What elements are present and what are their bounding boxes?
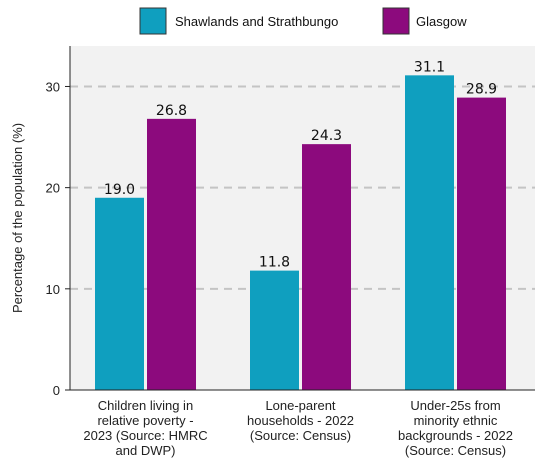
bar-value-label: 26.8 [156, 103, 187, 119]
legend: Shawlands and Strathbungo Glasgow [139, 7, 467, 35]
bar-glasgow [457, 97, 506, 390]
legend-label-shawlands: Shawlands and Strathbungo [175, 14, 338, 29]
x-tick-label: Lone-parent households - 2022 (Source: Cen… [247, 398, 354, 443]
bar-value-label: 11.8 [259, 255, 290, 271]
bar-glasgow [147, 118, 196, 391]
y-tick-label: 10 [46, 282, 60, 297]
x-tick-label: Under-25s from minority ethnic backgrounds… [398, 398, 513, 458]
bar-shawlands [250, 270, 299, 390]
y-tick-label: 0 [53, 383, 60, 398]
y-axis-title: Percentage of the population (%) [10, 123, 25, 313]
bar-value-label: 28.9 [466, 82, 497, 98]
bar-value-label: 19.0 [104, 182, 135, 198]
bar-labels: 19.0 26.8 11.8 24.3 31.1 28.9 [104, 59, 497, 270]
bar-value-label: 31.1 [414, 59, 445, 75]
bar-shawlands [95, 197, 144, 390]
bar-glasgow [302, 144, 351, 390]
x-axis-labels: Children living in relative poverty -2023… [83, 398, 513, 458]
bars [95, 75, 506, 391]
y-tick-label: 30 [46, 79, 60, 94]
x-tick-label: Children living in relative poverty -2023… [83, 398, 207, 458]
y-tick-label: 20 [46, 181, 60, 196]
bar-shawlands [405, 75, 454, 390]
legend-swatch-glasgow [382, 7, 410, 35]
legend-swatch-shawlands [139, 7, 167, 35]
legend-label-glasgow: Glasgow [416, 14, 467, 29]
y-axis-ticks: 0 10 20 30 [46, 79, 70, 398]
bar-value-label: 24.3 [311, 128, 342, 144]
